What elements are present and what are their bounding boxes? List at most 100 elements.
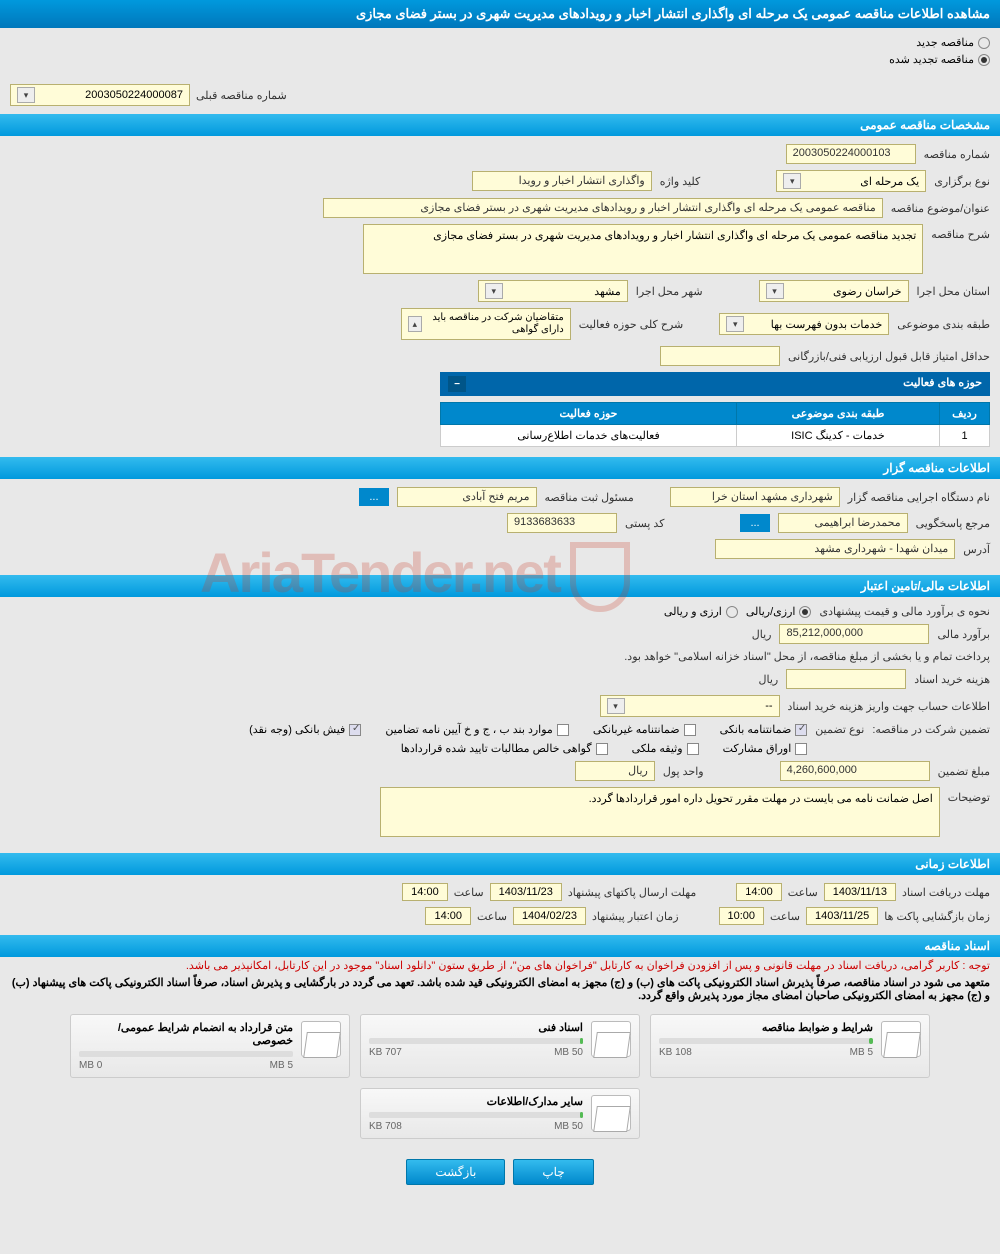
checkbox-icon[interactable] bbox=[795, 724, 807, 736]
minscore-field bbox=[660, 346, 780, 366]
checkbox-icon[interactable] bbox=[349, 724, 361, 736]
folder-icon bbox=[591, 1095, 631, 1131]
activity-desc-value: متقاضیان شرکت در مناقصه باید دارای گواهی bbox=[422, 312, 564, 336]
account-value: -- bbox=[765, 700, 772, 712]
guarantee-label: تضمین شرکت در مناقصه: bbox=[872, 723, 990, 736]
chevron-up-icon: ▴ bbox=[408, 316, 422, 332]
col-category: طبقه بندی موضوعی bbox=[736, 403, 939, 425]
doc-used: 707 KB bbox=[369, 1047, 402, 1058]
type-value: یک مرحله ای bbox=[860, 175, 919, 188]
submit-date: 1403/11/23 bbox=[490, 883, 562, 901]
radio-rial[interactable]: ارزی/ریالی bbox=[746, 605, 812, 618]
cell-activity: فعالیت‌های خدمات اطلاع‌رسانی bbox=[441, 425, 737, 447]
radio-renewed[interactable]: مناقصه تجدید شده bbox=[889, 53, 990, 66]
radio-renewed-input[interactable] bbox=[978, 54, 990, 66]
doc-max: 50 MB bbox=[554, 1047, 583, 1058]
type-select[interactable]: یک مرحله ای ▾ bbox=[776, 170, 926, 192]
check-cash[interactable]: فیش بانکی (وجه نقد) bbox=[249, 723, 361, 736]
radio-foreign-input[interactable] bbox=[726, 606, 738, 618]
doc-card[interactable]: متن قرارداد به انضمام شرایط عمومی/خصوصی5… bbox=[70, 1014, 350, 1078]
method-label: نحوه ی برآورد مالی و قیمت پیشنهادی bbox=[819, 605, 990, 618]
checkbox-icon[interactable] bbox=[684, 724, 696, 736]
unit-field: ریال bbox=[575, 761, 655, 781]
account-select[interactable]: -- ▾ bbox=[600, 695, 780, 717]
doc-card[interactable]: اسناد فنی50 MB707 KB bbox=[360, 1014, 640, 1078]
checkbox-icon[interactable] bbox=[687, 743, 699, 755]
receive-time: 14:00 bbox=[736, 883, 782, 901]
col-row: ردیف bbox=[940, 403, 990, 425]
doc-title: متن قرارداد به انضمام شرایط عمومی/خصوصی bbox=[79, 1021, 293, 1047]
open-time: 10:00 bbox=[719, 907, 765, 925]
gamount-label: مبلغ تضمین bbox=[938, 765, 990, 778]
check-property[interactable]: وثیقه ملکی bbox=[632, 742, 699, 755]
prev-label: شماره مناقصه قبلی bbox=[196, 89, 287, 102]
radio-foreign[interactable]: ارزی و ریالی bbox=[664, 605, 738, 618]
gamount-field: 4,260,600,000 bbox=[780, 761, 930, 781]
open-time-label: ساعت bbox=[770, 910, 800, 923]
section-finance-header: اطلاعات مالی/تامین اعتبار bbox=[0, 575, 1000, 597]
check-bank-guarantee[interactable]: ضمانتنامه بانکی bbox=[720, 723, 808, 736]
postal-field: 9133683633 bbox=[507, 513, 617, 533]
docs-note-bold: متعهد می شود در اسناد مناقصه، صرفاً پذیر… bbox=[0, 974, 1000, 1004]
notes-label: توضیحات bbox=[948, 791, 990, 804]
submit-time-label: ساعت bbox=[454, 886, 484, 899]
radio-foreign-label: ارزی و ریالی bbox=[664, 605, 722, 618]
postal-label: کد پستی bbox=[625, 517, 664, 530]
check-receivables[interactable]: گواهی خالص مطالبات تایید شده قراردادها bbox=[401, 742, 608, 755]
estimate-currency: ریال bbox=[752, 628, 772, 641]
category-select[interactable]: خدمات بدون فهرست بها ▾ bbox=[719, 313, 889, 335]
radio-rial-input[interactable] bbox=[799, 606, 811, 618]
doc-max: 5 MB bbox=[850, 1047, 873, 1058]
checkbox-icon[interactable] bbox=[596, 743, 608, 755]
radio-new[interactable]: مناقصه جدید bbox=[916, 36, 990, 49]
registrar-more-button[interactable]: ... bbox=[359, 488, 388, 506]
section-timing-header: اطلاعات زمانی bbox=[0, 853, 1000, 875]
prev-tender-value: 2003050224000087 bbox=[85, 89, 183, 101]
print-button[interactable]: چاپ bbox=[513, 1159, 593, 1185]
table-row: 1 خدمات - کدینگ ISIC فعالیت‌های خدمات اط… bbox=[441, 425, 990, 447]
doc-used: 108 KB bbox=[659, 1047, 692, 1058]
back-button[interactable]: بازگشت bbox=[406, 1159, 505, 1185]
chevron-down-icon: ▾ bbox=[607, 698, 625, 714]
validity-time: 14:00 bbox=[425, 907, 471, 925]
check-nonbank[interactable]: ضمانتنامه غیربانکی bbox=[593, 723, 696, 736]
checkbox-icon[interactable] bbox=[557, 724, 569, 736]
province-select[interactable]: خراسان رضوی ▾ bbox=[759, 280, 909, 302]
category-label: طبقه بندی موضوعی bbox=[897, 318, 990, 331]
doc-used: 0 MB bbox=[79, 1060, 102, 1071]
prev-tender-select[interactable]: 2003050224000087 ▾ bbox=[10, 84, 190, 106]
doc-card[interactable]: شرایط و ضوابط مناقصه 5 MB 108 KB bbox=[650, 1014, 930, 1078]
doc-card[interactable]: سایر مدارک/اطلاعات50 MB708 KB bbox=[360, 1088, 640, 1139]
open-date: 1403/11/25 bbox=[806, 907, 878, 925]
guarantee-type-label: نوع تضمین bbox=[815, 723, 864, 736]
contact-label: مرجع پاسخگویی bbox=[916, 517, 990, 530]
subject-field: مناقصه عمومی یک مرحله ای واگذاری انتشار … bbox=[323, 198, 883, 218]
submit-time: 14:00 bbox=[402, 883, 448, 901]
registrar-label: مسئول ثبت مناقصه bbox=[545, 491, 634, 504]
minscore-label: حداقل امتیاز قابل قبول ارزیابی فنی/بازرگ… bbox=[788, 350, 990, 363]
treasury-note: پرداخت تمام و یا بخشی از مبلغ مناقصه، از… bbox=[624, 650, 990, 663]
submit-label: مهلت ارسال پاکتهای پیشنهاد bbox=[568, 886, 696, 899]
account-label: اطلاعات حساب جهت واریز هزینه خرید اسناد bbox=[788, 700, 990, 713]
contact-more-button[interactable]: ... bbox=[740, 514, 769, 532]
check-bonds[interactable]: اوراق مشارکت bbox=[723, 742, 808, 755]
city-value: مشهد bbox=[594, 285, 621, 298]
doc-progress-bar bbox=[79, 1051, 293, 1057]
section-docs-header: اسناد مناقصه bbox=[0, 935, 1000, 957]
desc-field: تجدید مناقصه عمومی یک مرحله ای واگذاری ا… bbox=[363, 224, 923, 274]
doc-title: شرایط و ضوابط مناقصه bbox=[659, 1021, 873, 1034]
radio-new-input[interactable] bbox=[978, 37, 990, 49]
collapse-icon[interactable]: − bbox=[448, 376, 466, 392]
address-field: میدان شهدا - شهرداری مشهد bbox=[715, 539, 955, 559]
receive-time-label: ساعت bbox=[788, 886, 818, 899]
open-label: زمان بازگشایی پاکت ها bbox=[884, 910, 990, 923]
check-regs[interactable]: موارد بند ب ، ج و خ آیین نامه تضامین bbox=[385, 723, 568, 736]
number-field: 2003050224000103 bbox=[786, 144, 916, 164]
city-select[interactable]: مشهد ▾ bbox=[478, 280, 628, 302]
city-label: شهر محل اجرا bbox=[636, 285, 703, 298]
checkbox-icon[interactable] bbox=[795, 743, 807, 755]
activity-desc-select[interactable]: متقاضیان شرکت در مناقصه باید دارای گواهی… bbox=[401, 308, 571, 340]
receive-label: مهلت دریافت اسناد bbox=[902, 886, 990, 899]
docs-note-red: توجه : کاربر گرامی، دریافت اسناد در مهلت… bbox=[0, 957, 1000, 974]
chevron-down-icon: ▾ bbox=[17, 87, 35, 103]
